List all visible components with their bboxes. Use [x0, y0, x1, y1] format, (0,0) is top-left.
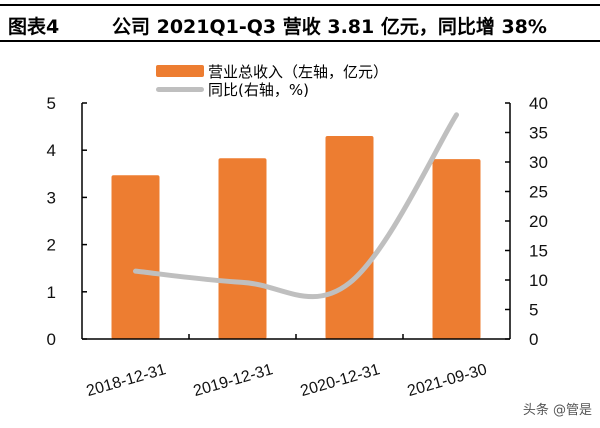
- right-axis-tick-label: 10: [529, 271, 548, 290]
- watermark: 头条 @管是: [522, 403, 592, 418]
- left-axis-tick-label: 3: [47, 188, 56, 207]
- figure-title: 公司 2021Q1-Q3 营收 3.81 亿元，同比增 38%: [112, 16, 547, 38]
- legend-item-yoy: 同比(右轴，%): [156, 80, 388, 99]
- right-axis-tick-label: 35: [529, 124, 548, 143]
- legend-revenue-label: 营业总收入（左轴，亿元）: [208, 62, 389, 81]
- header-bottom-rule: [0, 40, 600, 42]
- x-axis-category-label: 2021-09-30: [406, 361, 489, 400]
- revenue-bar: [111, 175, 160, 339]
- legend-line-swatch: [156, 86, 204, 92]
- revenue-bar: [218, 158, 267, 339]
- right-axis-tick-label: 5: [529, 301, 538, 320]
- right-axis-tick-label: 20: [529, 212, 548, 231]
- legend-bar-swatch: [156, 65, 204, 77]
- right-axis-tick-label: 0: [529, 330, 538, 349]
- left-axis-tick-label: 4: [47, 141, 56, 160]
- revenue-bar: [432, 159, 481, 339]
- left-axis-tick-label: 0: [47, 330, 56, 349]
- right-axis-tick-label: 25: [529, 183, 548, 202]
- left-axis-tick-label: 5: [47, 94, 56, 113]
- x-axis-category-label: 2018-12-31: [85, 361, 168, 400]
- bar-series: [111, 136, 481, 339]
- left-axis-tick-label: 1: [47, 283, 56, 302]
- yoy-line: [133, 112, 459, 300]
- legend-yoy-label: 同比(右轴，%): [208, 80, 309, 99]
- right-axis-tick-label: 15: [529, 242, 548, 261]
- left-axis-tick-label: 2: [47, 236, 56, 255]
- x-axis-category-label: 2020-12-31: [299, 361, 382, 400]
- revenue-bar: [325, 136, 374, 339]
- right-axis-tick-label: 30: [529, 153, 548, 172]
- figure-label: 图表4: [8, 16, 60, 38]
- x-axis-category-label: 2019-12-31: [192, 361, 275, 400]
- header-top-rule: [0, 4, 600, 6]
- line-series: [133, 112, 459, 300]
- chart-legend: 营业总收入（左轴，亿元） 同比(右轴，%): [156, 62, 389, 99]
- right-axis-tick-label: 40: [529, 94, 548, 113]
- figure-header: 图表4 公司 2021Q1-Q3 营收 3.81 亿元，同比增 38%: [0, 0, 600, 46]
- legend-item-revenue: 营业总收入（左轴，亿元）: [156, 62, 389, 81]
